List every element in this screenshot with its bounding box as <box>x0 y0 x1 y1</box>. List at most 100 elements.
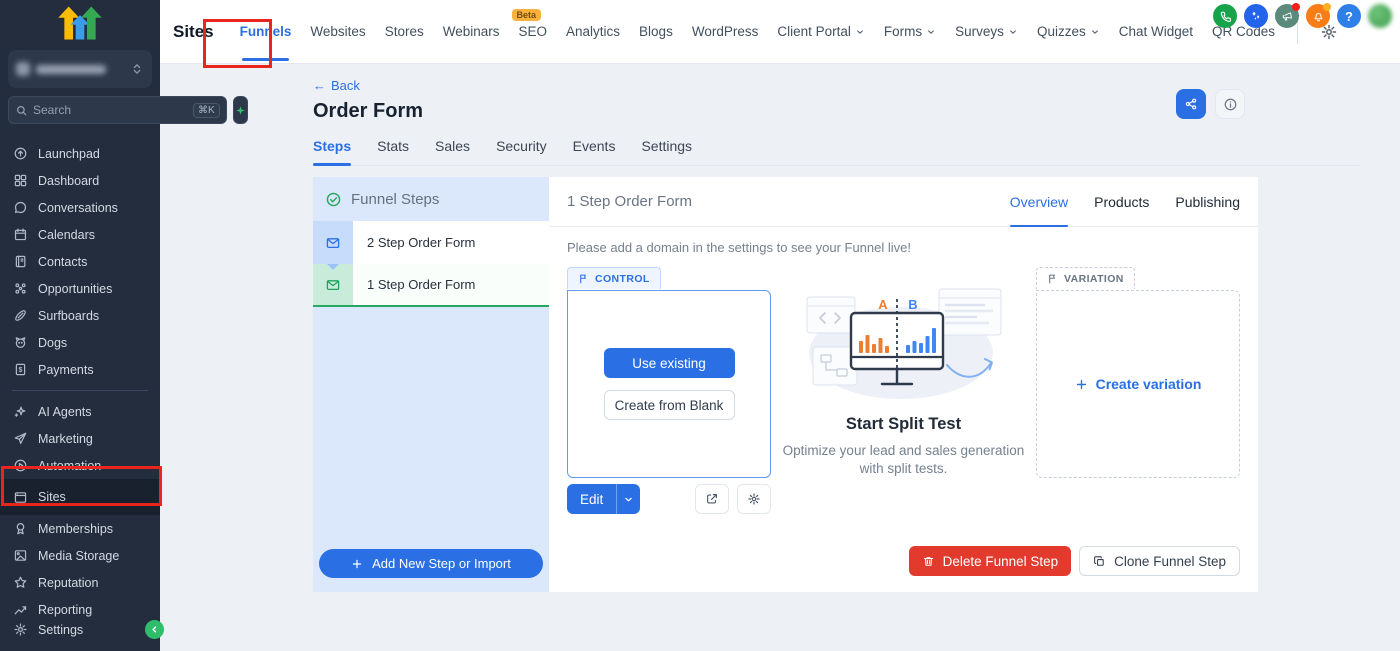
sidebar-item-calendars[interactable]: Calendars <box>0 221 160 248</box>
sidebar-item-conversations[interactable]: Conversations <box>0 194 160 221</box>
topnav-label: Funnels <box>239 24 292 39</box>
topnav-item-analytics[interactable]: Analytics <box>566 0 620 63</box>
sidebar-item-label: Dogs <box>38 335 68 350</box>
sidebar-item-reporting[interactable]: Reporting <box>0 596 160 623</box>
sidebar-item-launchpad[interactable]: Launchpad <box>0 140 160 167</box>
tab-stats[interactable]: Stats <box>377 138 410 154</box>
step-connector-arrow <box>327 264 339 270</box>
sidebar-item-memberships[interactable]: Memberships <box>0 515 160 542</box>
topnav-label: Analytics <box>566 24 621 39</box>
medal-icon <box>16 523 25 535</box>
dashboard-icon <box>14 174 27 187</box>
sidebar-item-settings[interactable]: Settings <box>0 616 160 643</box>
topnav-item-surveys[interactable]: Surveys <box>955 0 1018 63</box>
topnav-item-blogs[interactable]: Blogs <box>639 0 673 63</box>
highlevel-logo <box>0 0 160 46</box>
funnel-step-1-step-order-form[interactable]: 1 Step Order Form <box>313 264 549 307</box>
funnel-step-2-step-order-form[interactable]: 2 Step Order Form <box>313 221 549 264</box>
clone-funnel-step-button[interactable]: Clone Funnel Step <box>1079 546 1240 576</box>
topnav-item-wordpress[interactable]: WordPress <box>692 0 759 63</box>
sidebar-item-sites[interactable]: Sites <box>0 479 160 515</box>
sidebar-item-marketing[interactable]: Marketing <box>0 425 160 452</box>
sidebar-item-surfboards[interactable]: Surfboards <box>0 302 160 329</box>
sidebar-item-label: Settings <box>38 622 84 637</box>
academy-button[interactable] <box>1244 4 1268 28</box>
help-button[interactable]: ? <box>1337 4 1361 28</box>
tab-products[interactable]: Products <box>1094 193 1150 210</box>
tab-publishing[interactable]: Publishing <box>1175 193 1240 210</box>
topnav-label: SEO <box>518 24 548 39</box>
sidebar-item-opportunities[interactable]: Opportunities <box>0 275 160 302</box>
sidebar-item-automation[interactable]: Automation <box>0 452 160 479</box>
split-test-title: Start Split Test <box>845 415 962 433</box>
sidebar-item-label: Opportunities <box>38 281 113 296</box>
label-a: A <box>878 297 888 312</box>
sidebar-item-dogs[interactable]: Dogs <box>0 329 160 356</box>
delete-label: Delete Funnel Step <box>942 553 1059 569</box>
topnav-item-stores[interactable]: Stores <box>385 0 424 63</box>
sidebar-collapse-button[interactable] <box>145 620 164 639</box>
edit-split-button[interactable]: Edit <box>567 484 641 514</box>
sidebar-item-reputation[interactable]: Reputation <box>0 569 160 596</box>
flag-icon <box>580 274 586 284</box>
topnav-item-funnels[interactable]: Funnels <box>239 0 292 63</box>
back-link[interactable]: ← Back <box>313 78 360 93</box>
tab-security[interactable]: Security <box>496 138 547 154</box>
use-existing-button[interactable]: Use existing <box>603 348 735 378</box>
funnel-tabs: Steps Stats Sales Security Events Settin… <box>313 138 1360 166</box>
topnav-item-chat-widget[interactable]: Chat Widget <box>1119 0 1193 63</box>
topnav-item-seo[interactable]: Beta SEO <box>511 0 548 63</box>
sidebar-item-media-storage[interactable]: Media Storage <box>0 542 160 569</box>
preview-page-button[interactable] <box>695 484 729 514</box>
sidebar-item-label: Media Storage <box>38 548 120 563</box>
topnav-item-qr-codes[interactable]: QR Codes <box>1212 0 1275 63</box>
sidebar-item-contacts[interactable]: Contacts <box>0 248 160 275</box>
announcements-button[interactable] <box>1275 3 1300 28</box>
site-settings-gear-icon[interactable] <box>1320 23 1338 41</box>
search-box[interactable]: ⌘K <box>8 96 227 124</box>
tab-settings[interactable]: Settings <box>641 138 693 154</box>
sidebar-item-ai-agents[interactable]: AI Agents <box>0 398 160 425</box>
ai-spark-button[interactable] <box>232 96 248 124</box>
topnav-item-webinars[interactable]: Webinars <box>443 0 500 63</box>
edit-button[interactable]: Edit <box>580 491 604 507</box>
page-settings-button[interactable] <box>737 484 771 514</box>
variation-card: Create variation <box>1036 290 1240 478</box>
sidebar-divider <box>12 390 148 391</box>
search-icon <box>16 105 27 115</box>
sidebar-nav: Launchpad Dashboard Conversations Calend… <box>0 140 160 623</box>
tab-steps[interactable]: Steps <box>313 138 352 166</box>
edit-dropdown-toggle[interactable] <box>616 484 640 514</box>
sidebar-item-dashboard[interactable]: Dashboard <box>0 167 160 194</box>
external-link-icon <box>707 494 717 504</box>
tab-overview[interactable]: Overview <box>1009 177 1069 227</box>
create-variation-button[interactable]: Create variation <box>1075 376 1201 392</box>
share-funnel-button[interactable] <box>1176 89 1206 119</box>
sidebar-item-label: Launchpad <box>38 146 100 161</box>
search-input[interactable] <box>33 103 188 117</box>
account-name-blurred <box>16 62 130 76</box>
chevron-down-icon <box>928 29 935 34</box>
tab-events[interactable]: Events <box>572 138 616 154</box>
chevron-down-icon <box>1010 29 1016 34</box>
add-new-step-button[interactable]: Add New Step or Import <box>319 549 543 578</box>
create-from-blank-button[interactable]: Create from Blank <box>603 390 735 420</box>
domain-notice: Please add a domain in the settings to s… <box>567 240 911 255</box>
tab-sales[interactable]: Sales <box>435 138 471 154</box>
sidebar-item-payments[interactable]: $ Payments <box>0 356 160 383</box>
notifications-button[interactable] <box>1306 3 1331 28</box>
topnav-item-client-portal[interactable]: Client Portal <box>777 0 865 63</box>
step-detail-panel: 1 Step Order Form Overview Products Publ… <box>549 177 1258 592</box>
split-test-description: Optimize your lead and sales generation … <box>782 443 1025 477</box>
topnav-item-websites[interactable]: Websites <box>310 0 365 63</box>
topnav-item-quizzes[interactable]: Quizzes <box>1037 0 1100 63</box>
phone-button[interactable] <box>1213 4 1237 28</box>
info-button[interactable] <box>1215 89 1245 119</box>
topnav-item-forms[interactable]: Forms <box>884 0 936 63</box>
account-chevrons-icon <box>133 64 141 74</box>
ai-agents-icon <box>14 406 26 417</box>
user-avatar[interactable] <box>1368 4 1392 28</box>
delete-funnel-step-button[interactable]: Delete Funnel Step <box>908 546 1072 576</box>
account-switcher[interactable] <box>8 50 152 88</box>
sidebar: ⌘K Launchpad Dashboard Conversations Cal… <box>0 0 248 651</box>
